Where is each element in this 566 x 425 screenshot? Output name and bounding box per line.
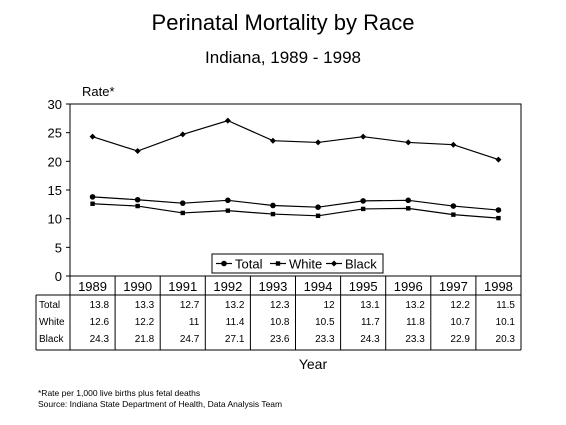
legend-label: White: [289, 257, 322, 272]
data-point-white: [225, 208, 231, 213]
x-tick-label: 1992: [213, 279, 242, 294]
data-point-black: [360, 133, 367, 140]
y-tick-label: 10: [48, 212, 62, 227]
legend-marker-black: [331, 260, 337, 267]
data-label: 11.7: [361, 317, 380, 328]
data-label: 13.8: [90, 300, 110, 311]
data-point-black: [315, 139, 322, 146]
data-label: 13.2: [225, 300, 245, 311]
data-point-white: [451, 212, 456, 217]
data-point-total: [134, 196, 141, 203]
data-label: 22.9: [450, 334, 470, 345]
data-label: 23.6: [270, 334, 290, 345]
data-label: 27.1: [225, 334, 245, 345]
data-point-total: [270, 202, 276, 209]
data-point-black: [450, 141, 457, 148]
table-row-label: White: [39, 317, 65, 328]
legend-marker-white: [275, 261, 281, 266]
data-label: 23.3: [405, 334, 425, 345]
data-point-black: [269, 137, 276, 144]
data-point-black: [134, 148, 141, 155]
data-point-white: [180, 210, 185, 216]
y-tick-label: 30: [48, 97, 62, 112]
y-tick-label: 20: [48, 154, 62, 169]
data-point-total: [225, 197, 231, 204]
y-tick-label: 15: [48, 183, 62, 198]
data-point-white: [360, 206, 366, 212]
x-tick-label: 1995: [349, 279, 378, 294]
data-point-black: [179, 131, 186, 138]
data-label: 13.3: [135, 300, 155, 311]
y-axis-label: Rate*: [82, 84, 115, 99]
data-label: 12.6: [90, 317, 110, 328]
x-tick-label: 1996: [394, 279, 423, 294]
y-tick-label: 5: [55, 240, 62, 255]
x-tick-label: 1989: [78, 279, 107, 294]
source-note: Source: Indiana State Department of Heal…: [38, 399, 283, 409]
plot-area: [69, 103, 522, 277]
data-point-total: [450, 203, 457, 209]
data-label: 10.7: [450, 317, 470, 328]
data-label: 12.3: [270, 300, 290, 311]
data-point-white: [135, 203, 140, 209]
data-point-total: [405, 197, 412, 204]
x-tick-label: 1993: [258, 279, 287, 294]
data-point-white: [315, 213, 321, 218]
data-label: 13.2: [405, 300, 425, 311]
data-label: 24.7: [180, 334, 200, 345]
data-point-white: [90, 201, 95, 206]
data-label: 11.5: [496, 300, 515, 311]
legend-label: Black: [345, 257, 377, 272]
x-tick-label: 1991: [168, 279, 197, 294]
x-axis-label: Year: [298, 356, 328, 372]
x-tick-label: 1998: [484, 279, 513, 294]
legend-box: [211, 253, 384, 274]
series-line-total: [92, 196, 499, 211]
data-point-black: [224, 117, 231, 124]
y-tick-label: 25: [48, 126, 62, 141]
data-label: 11: [189, 317, 200, 328]
data-label: 20.3: [496, 334, 516, 345]
legend-marker-total: [221, 260, 227, 267]
series-line-black: [92, 119, 499, 161]
data-label: 12: [323, 300, 335, 311]
data-label: 13.1: [360, 300, 380, 311]
data-label: 11.4: [226, 317, 245, 328]
data-label: 21.8: [135, 334, 155, 345]
data-label: 23.3: [315, 334, 335, 345]
x-tick-label: 1990: [123, 279, 152, 294]
data-point-black: [405, 139, 412, 146]
data-point-total: [89, 194, 96, 200]
footnote: *Rate per 1,000 live births plus fetal d…: [38, 388, 201, 398]
table-row-label: Total: [39, 300, 60, 311]
data-label: 10.5: [315, 317, 335, 328]
data-point-total: [495, 207, 502, 213]
data-label: 11.8: [406, 317, 425, 328]
data-label: 12.2: [135, 317, 155, 328]
data-point-black: [89, 133, 96, 140]
y-tick-label: 0: [55, 269, 62, 284]
data-point-total: [360, 198, 366, 204]
x-tick-label: 1994: [304, 279, 333, 294]
legend-label: Total: [235, 257, 263, 272]
data-label: 10.8: [270, 317, 290, 328]
data-point-total: [179, 200, 186, 206]
data-point-white: [270, 211, 276, 217]
chart-title: Perinatal Mortality by Race: [151, 10, 415, 35]
data-point-total: [315, 204, 321, 210]
table-row-label: Black: [39, 334, 64, 345]
chart-subtitle: Indiana, 1989 - 1998: [205, 48, 361, 67]
data-point-white: [406, 206, 411, 211]
data-label: 12.7: [180, 300, 200, 311]
data-point-white: [496, 215, 501, 221]
series-line-white: [92, 203, 499, 219]
data-label: 12.2: [450, 300, 470, 311]
data-label: 24.3: [90, 334, 110, 345]
data-label: 10.1: [496, 317, 516, 328]
x-tick-label: 1997: [439, 279, 468, 294]
data-point-black: [495, 156, 502, 163]
data-label: 24.3: [360, 334, 380, 345]
